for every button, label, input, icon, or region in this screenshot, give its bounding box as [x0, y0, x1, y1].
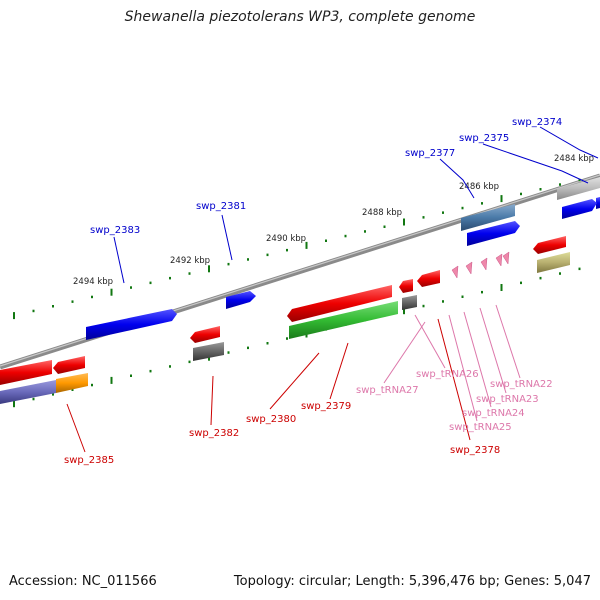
- gene-swp-2379[interactable]: [289, 301, 398, 339]
- leader-swp-2374: [539, 126, 599, 159]
- trna-marker-23[interactable]: [502, 251, 510, 265]
- gene-swp-2383[interactable]: [86, 309, 177, 340]
- gene-swp-2382[interactable]: [190, 326, 220, 343]
- label-swp-2377[interactable]: swp_2377: [405, 148, 455, 159]
- label-swp-tRNA25[interactable]: swp_tRNA25: [449, 422, 512, 433]
- trna-marker-26[interactable]: [465, 261, 473, 275]
- label-swp-2382[interactable]: swp_2382: [189, 428, 239, 439]
- leader-swp-2375: [482, 143, 589, 184]
- gene-steel-blue[interactable]: [461, 204, 515, 231]
- label-swp-tRNA27[interactable]: swp_tRNA27: [356, 385, 419, 396]
- scale-labels: 2484 kbp 2486 kbp 2488 kbp 2490 kbp 2492…: [73, 154, 594, 287]
- forward-strand-genes: [86, 177, 600, 340]
- label-swp-2385[interactable]: swp_2385: [64, 455, 114, 466]
- label-swp-2381[interactable]: swp_2381: [196, 201, 246, 212]
- label-swp-tRNA24[interactable]: swp_tRNA24: [462, 408, 525, 419]
- gene-purple[interactable]: [0, 380, 56, 404]
- gene-light-gray[interactable]: [557, 177, 600, 200]
- leader-swp-tRNA23: [479, 307, 507, 394]
- scale-label-2486: 2486 kbp: [459, 182, 499, 192]
- label-swp-2374[interactable]: swp_2374: [512, 117, 562, 128]
- trna-marker-25[interactable]: [480, 257, 488, 271]
- scale-label-2488: 2488 kbp: [362, 208, 402, 218]
- leader-swp-2382: [210, 375, 214, 426]
- scale-label-2490: 2490 kbp: [266, 234, 306, 244]
- gene-swp-2374[interactable]: [596, 197, 600, 209]
- leader-swp-2380: [269, 352, 320, 410]
- leader-swp-2385: [66, 403, 86, 453]
- leader-swp-tRNA24: [463, 311, 492, 408]
- leader-swp-2381: [221, 214, 233, 261]
- label-swp-2375[interactable]: swp_2375: [459, 133, 509, 144]
- gene-small-red[interactable]: [399, 279, 413, 293]
- gene-gray-lower[interactable]: [193, 342, 224, 361]
- leader-swp-tRNA25: [448, 314, 478, 422]
- gene-labels: swp_2374 swp_2375 swp_2377 swp_2381 swp_…: [64, 117, 562, 466]
- trna-marker-24[interactable]: [495, 253, 503, 267]
- scale-label-2492: 2492 kbp: [170, 256, 210, 266]
- gene-swp-2380[interactable]: [287, 285, 392, 322]
- trna-markers: [451, 251, 510, 279]
- gene-swp-2375[interactable]: [562, 199, 597, 219]
- leader-lines: [66, 126, 599, 453]
- gene-swp-2381[interactable]: [226, 291, 256, 309]
- scale-label-2484: 2484 kbp: [554, 154, 594, 164]
- label-swp-2380[interactable]: swp_2380: [246, 414, 296, 425]
- leader-swp-2379: [329, 342, 349, 400]
- leader-swp-tRNA22: [495, 304, 521, 379]
- leader-swp-2378: [437, 318, 471, 441]
- trna-marker-27[interactable]: [451, 265, 459, 279]
- label-swp-2379[interactable]: swp_2379: [301, 401, 351, 412]
- gene-swp-2377[interactable]: [467, 221, 520, 246]
- gene-orange[interactable]: [56, 373, 88, 393]
- gene-olive[interactable]: [537, 252, 570, 273]
- gene-small-gray[interactable]: [402, 295, 417, 310]
- reverse-strand-genes: [0, 236, 570, 404]
- label-swp-2383[interactable]: swp_2383: [90, 225, 140, 236]
- accession-text: Accession: NC_011566: [9, 574, 157, 589]
- scale-label-2494: 2494 kbp: [73, 277, 113, 287]
- scale-ticks-upper: [13, 178, 581, 320]
- label-swp-tRNA23[interactable]: swp_tRNA23: [476, 394, 539, 405]
- leader-swp-2383: [113, 236, 125, 284]
- gene-swp-2378[interactable]: [417, 270, 440, 287]
- leader-swp-tRNA27: [383, 321, 426, 384]
- gene-red-left[interactable]: [0, 360, 52, 385]
- label-swp-2378[interactable]: swp_2378: [450, 445, 500, 456]
- gene-red-right[interactable]: [533, 236, 566, 254]
- label-swp-tRNA26[interactable]: swp_tRNA26: [416, 369, 479, 380]
- topology-text: Topology: circular; Length: 5,396,476 bp…: [233, 574, 591, 589]
- leader-swp-2377: [439, 158, 475, 199]
- map-title: Shewanella piezotolerans WP3, complete g…: [124, 9, 476, 25]
- gene-swp-2385[interactable]: [53, 356, 85, 374]
- label-swp-tRNA22[interactable]: swp_tRNA22: [490, 379, 553, 390]
- leader-swp-tRNA26: [414, 314, 446, 369]
